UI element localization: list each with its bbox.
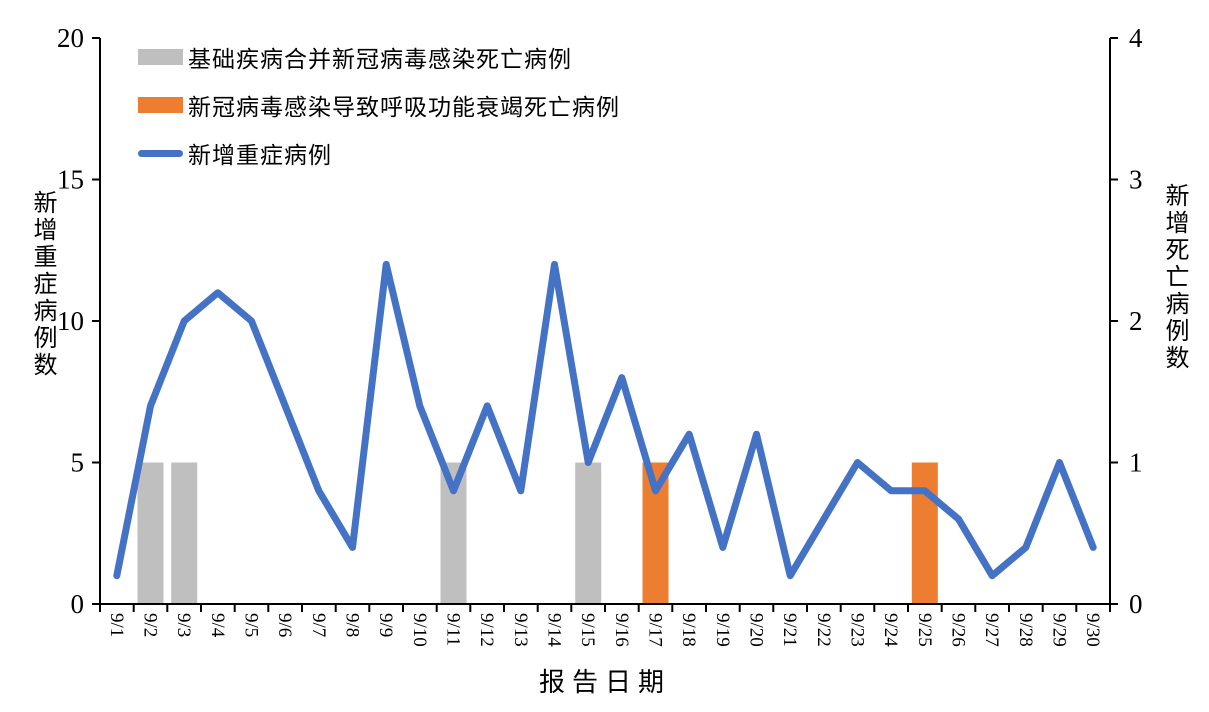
legend-item-respiratory-failure-deaths: 新冠病毒感染导致呼吸功能衰竭死亡病例 [138, 81, 620, 129]
right-tick-label: 4 [1129, 23, 1143, 53]
x-tick-label: 9/25 [914, 613, 935, 647]
x-tick-label: 9/27 [981, 613, 1002, 647]
right-tick-label: 1 [1129, 448, 1143, 478]
x-tick-label: 9/23 [847, 613, 868, 647]
legend-label: 新冠病毒感染导致呼吸功能衰竭死亡病例 [188, 95, 620, 120]
legend-item-new-severe-cases: 新增重症病例 [138, 129, 620, 177]
x-tick-label: 9/3 [173, 613, 194, 637]
x-tick-label: 9/5 [241, 613, 262, 637]
x-tick-label: 9/6 [274, 613, 295, 637]
blue-line-swatch [138, 149, 183, 157]
death-bar [911, 462, 938, 604]
gray-bar-swatch [138, 49, 183, 65]
x-tick-label: 9/10 [409, 613, 430, 647]
x-tick-label: 9/8 [342, 613, 363, 637]
left-tick-label: 0 [71, 589, 85, 619]
x-tick-label: 9/28 [1015, 613, 1036, 647]
x-tick-label: 9/12 [476, 613, 497, 647]
x-tick-label: 9/26 [948, 613, 969, 647]
x-tick-label: 9/11 [443, 613, 464, 646]
bars-respiratory-failure-deaths [642, 462, 938, 604]
x-tick-label: 9/9 [375, 613, 396, 637]
legend-label: 基础疾病合并新冠病毒感染死亡病例 [188, 47, 572, 72]
left-axis-title: 新增重症病例数 [29, 190, 55, 379]
x-tick-label: 9/13 [510, 613, 531, 647]
tick-labels: 0 5 10 15 20 0 1 2 3 4 9/1 9/2 9/3 9/4 9/5 9/6 9/7 9/8 9/9… [57, 23, 1143, 647]
severe-cases-line [113, 260, 1097, 580]
death-bar [137, 462, 164, 604]
left-tick-label: 5 [71, 448, 85, 478]
x-tick-label: 9/1 [106, 613, 127, 637]
x-tick-label: 9/18 [678, 613, 699, 647]
left-tick-label: 15 [57, 165, 84, 195]
right-axis-title: 新增死亡病例数 [1161, 183, 1187, 372]
x-tick-label: 9/19 [712, 613, 733, 647]
x-tick-label: 9/16 [611, 613, 632, 647]
x-tick-label: 9/14 [544, 613, 565, 647]
legend-label: 新增重症病例 [188, 143, 332, 168]
right-tick-label: 0 [1129, 589, 1143, 619]
axes [92, 37, 1118, 612]
legend-item-underlying-disease-deaths: 基础疾病合并新冠病毒感染死亡病例 [138, 33, 620, 81]
x-tick-label: 9/22 [813, 613, 834, 647]
x-tick-label: 9/30 [1082, 613, 1103, 647]
orange-bar-swatch [138, 97, 183, 113]
left-tick-label: 10 [57, 306, 84, 336]
death-bar [171, 462, 198, 604]
x-tick-label: 9/21 [779, 613, 800, 647]
x-tick-label: 9/29 [1049, 613, 1070, 647]
x-tick-label: 9/15 [577, 613, 598, 647]
x-tick-label: 9/24 [880, 613, 901, 647]
x-tick-label: 9/2 [140, 613, 161, 637]
x-tick-label: 9/17 [645, 613, 666, 647]
legend: 基础疾病合并新冠病毒感染死亡病例 新冠病毒感染导致呼吸功能衰竭死亡病例 新增重症… [138, 33, 620, 177]
x-axis-title: 报告日期 [538, 668, 671, 697]
right-tick-label: 3 [1129, 165, 1143, 195]
death-bar [575, 462, 602, 604]
x-tick-label: 9/4 [207, 613, 228, 638]
left-tick-label: 20 [57, 23, 84, 53]
x-tick-label: 9/20 [746, 613, 767, 647]
bars-underlying-disease-deaths [137, 462, 602, 604]
right-tick-label: 2 [1129, 306, 1143, 336]
x-tick-label: 9/7 [308, 613, 329, 637]
